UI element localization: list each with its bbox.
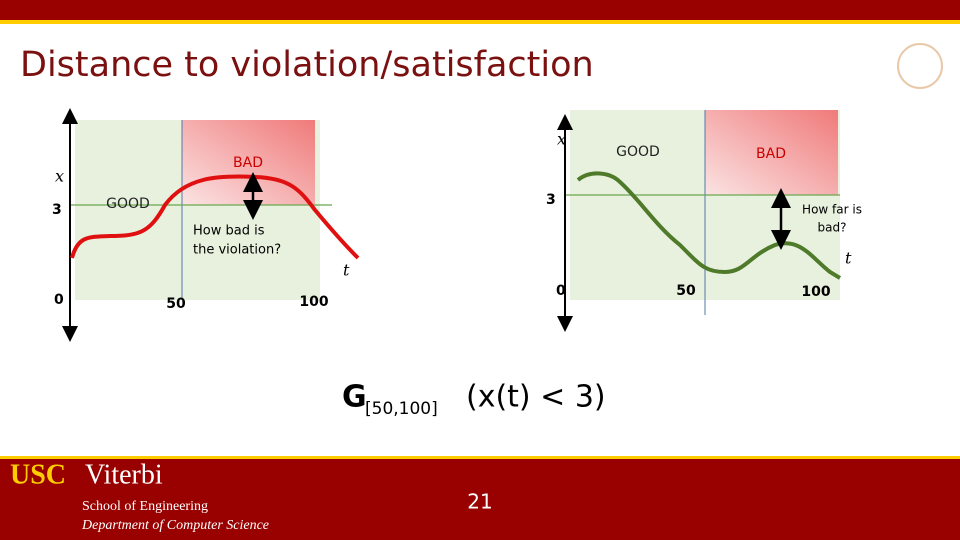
tick-label: 50 [166, 296, 186, 312]
formula-body: (x(t) < 3) [466, 380, 606, 415]
seal [897, 43, 943, 89]
good-label: GOOD [616, 144, 660, 160]
school: School of Engineering [82, 499, 208, 514]
formula-operator: G [342, 380, 367, 415]
right-plot: x t 3 0 50 100 BAD GOOD How far is bad? [546, 110, 862, 332]
bad-label: BAD [233, 155, 263, 171]
note: How bad is [193, 224, 265, 239]
note: bad? [818, 221, 847, 235]
tick-label: 0 [556, 283, 566, 299]
page-number: 21 [467, 490, 492, 514]
header-stripe [0, 20, 960, 24]
x-label: t [343, 261, 350, 280]
bad-label: BAD [756, 146, 786, 162]
tick-label: 100 [801, 284, 830, 300]
bad-region [705, 110, 838, 195]
department: Department of Computer Science [81, 518, 269, 533]
good-label: GOOD [106, 196, 150, 212]
header-bar [0, 0, 960, 20]
note: How far is [802, 203, 862, 217]
tick-label: 100 [299, 294, 328, 310]
tick-label: 3 [546, 192, 556, 208]
tick-label: 50 [676, 283, 696, 299]
signal-curve [70, 174, 360, 260]
x-label: t [845, 249, 852, 268]
formula: G [50,100] (x(t) < 3) [342, 380, 606, 420]
formula-interval: [50,100] [365, 399, 438, 419]
y-label: x [557, 130, 566, 149]
brand-usc: USC [10, 459, 66, 490]
brand-viterbi: Viterbi [85, 459, 163, 490]
left-plot: x t 3 0 50 100 BAD GOOD How bad is the v… [52, 108, 360, 342]
footer-stripe [0, 456, 960, 459]
tick-label: 0 [54, 292, 64, 308]
tick-label: 3 [52, 202, 62, 218]
y-label: x [55, 167, 64, 186]
note: the violation? [193, 243, 281, 258]
footer-bar [0, 459, 960, 540]
slide-title: Distance to violation/satisfaction [20, 45, 594, 85]
